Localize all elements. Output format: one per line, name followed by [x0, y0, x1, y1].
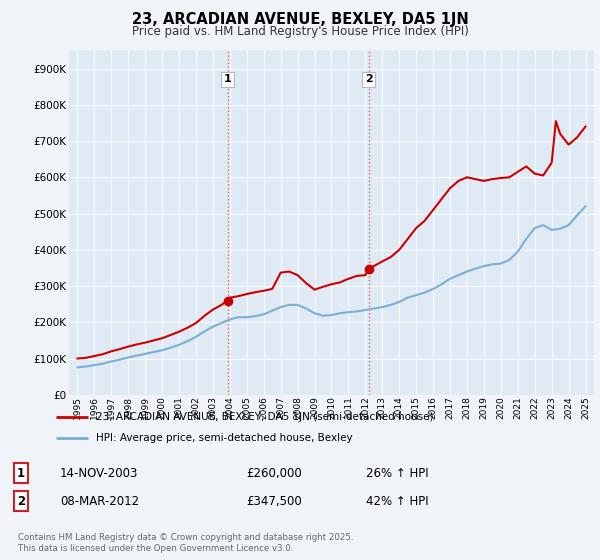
Text: 23, ARCADIAN AVENUE, BEXLEY, DA5 1JN: 23, ARCADIAN AVENUE, BEXLEY, DA5 1JN: [131, 12, 469, 27]
Text: 2: 2: [17, 494, 25, 508]
Text: 23, ARCADIAN AVENUE, BEXLEY, DA5 1JN (semi-detached house): 23, ARCADIAN AVENUE, BEXLEY, DA5 1JN (se…: [96, 412, 433, 422]
Text: HPI: Average price, semi-detached house, Bexley: HPI: Average price, semi-detached house,…: [96, 433, 353, 444]
Text: 2: 2: [365, 74, 373, 85]
Text: 42% ↑ HPI: 42% ↑ HPI: [366, 494, 428, 508]
Text: Price paid vs. HM Land Registry's House Price Index (HPI): Price paid vs. HM Land Registry's House …: [131, 25, 469, 38]
Text: Contains HM Land Registry data © Crown copyright and database right 2025.
This d: Contains HM Land Registry data © Crown c…: [18, 533, 353, 553]
Text: £347,500: £347,500: [246, 494, 302, 508]
Text: 26% ↑ HPI: 26% ↑ HPI: [366, 466, 428, 480]
Text: 1: 1: [17, 466, 25, 480]
Text: 1: 1: [224, 74, 232, 85]
Text: £260,000: £260,000: [246, 466, 302, 480]
Text: 08-MAR-2012: 08-MAR-2012: [60, 494, 139, 508]
Text: 14-NOV-2003: 14-NOV-2003: [60, 466, 139, 480]
